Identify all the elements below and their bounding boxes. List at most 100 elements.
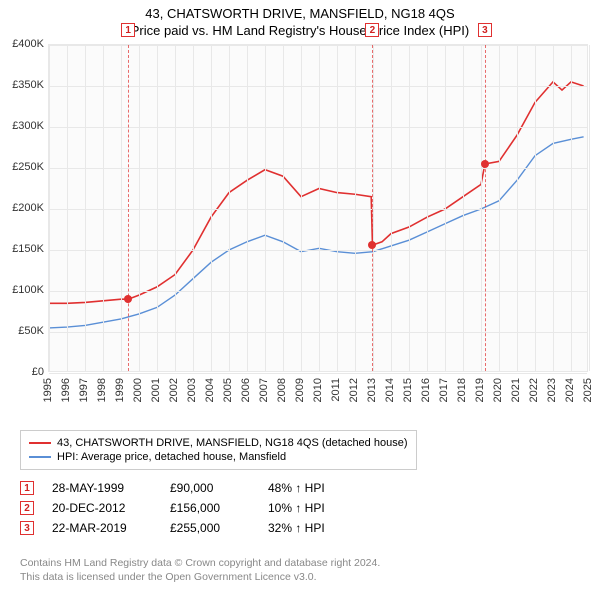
sale-row: 220-DEC-2012£156,00010% ↑ HPI [20, 498, 358, 518]
event-line-1 [128, 45, 129, 371]
x-axis-label: 2011 [330, 378, 342, 402]
footer-line2: This data is licensed under the Open Gov… [20, 570, 380, 584]
x-axis-label: 1999 [114, 378, 126, 402]
y-axis-label: £50K [2, 325, 44, 337]
x-axis-label: 2024 [564, 378, 576, 402]
legend-row-price: 43, CHATSWORTH DRIVE, MANSFIELD, NG18 4Q… [29, 436, 408, 450]
gridline-v [337, 45, 338, 371]
sale-marker: 3 [20, 521, 34, 535]
event-marker-2: 2 [365, 23, 379, 37]
x-axis-label: 2015 [402, 378, 414, 402]
gridline-v [445, 45, 446, 371]
x-axis-label: 2000 [132, 378, 144, 402]
x-axis-label: 2021 [510, 378, 522, 402]
footer-line1: Contains HM Land Registry data © Crown c… [20, 556, 380, 570]
legend-swatch-hpi [29, 456, 51, 458]
sale-pct: 32% ↑ HPI [268, 521, 358, 535]
sale-price: £156,000 [170, 501, 250, 515]
gridline-v [175, 45, 176, 371]
gridline-v [463, 45, 464, 371]
gridline-v [229, 45, 230, 371]
event-dot-2 [368, 241, 376, 249]
sale-row: 322-MAR-2019£255,00032% ↑ HPI [20, 518, 358, 538]
gridline-v [139, 45, 140, 371]
x-axis-label: 2020 [492, 378, 504, 402]
x-axis-label: 1997 [78, 378, 90, 402]
gridline-v [589, 45, 590, 371]
event-line-2 [372, 45, 373, 371]
event-marker-1: 1 [121, 23, 135, 37]
x-axis-label: 2004 [204, 378, 216, 402]
gridline-v [409, 45, 410, 371]
x-axis-label: 2018 [456, 378, 468, 402]
gridline-v [67, 45, 68, 371]
gridline-v [121, 45, 122, 371]
gridline-h [49, 45, 587, 46]
gridline-v [427, 45, 428, 371]
gridline-v [391, 45, 392, 371]
y-axis-label: £150K [2, 243, 44, 255]
gridline-v [49, 45, 50, 371]
y-axis-label: £100K [2, 284, 44, 296]
sale-row: 1 28-MAY-1999 £90,000 48% ↑ HPI [20, 478, 358, 498]
x-axis-label: 2006 [240, 378, 252, 402]
x-axis-label: 1996 [60, 378, 72, 402]
legend-row-hpi: HPI: Average price, detached house, Mans… [29, 450, 408, 464]
chart-svg [49, 45, 587, 371]
event-dot-1 [124, 295, 132, 303]
chart-area: 123 £0£50K£100K£150K£200K£250K£300K£350K… [0, 44, 600, 424]
sale-price: £255,000 [170, 521, 250, 535]
sale-date: 20-DEC-2012 [52, 501, 152, 515]
x-axis-label: 2022 [528, 378, 540, 402]
gridline-v [211, 45, 212, 371]
event-marker-3: 3 [478, 23, 492, 37]
y-axis-label: £250K [2, 161, 44, 173]
chart-title: 43, CHATSWORTH DRIVE, MANSFIELD, NG18 4Q… [0, 0, 600, 21]
legend: 43, CHATSWORTH DRIVE, MANSFIELD, NG18 4Q… [20, 430, 417, 470]
x-axis-label: 2001 [150, 378, 162, 402]
x-axis-label: 2023 [546, 378, 558, 402]
gridline-v [571, 45, 572, 371]
sale-pct: 48% ↑ HPI [268, 481, 358, 495]
gridline-v [517, 45, 518, 371]
x-axis-label: 2012 [348, 378, 360, 402]
x-axis-label: 2010 [312, 378, 324, 402]
x-axis-label: 2009 [294, 378, 306, 402]
event-dot-3 [481, 160, 489, 168]
x-axis-label: 2025 [582, 378, 594, 402]
x-axis-label: 2017 [438, 378, 450, 402]
gridline-v [481, 45, 482, 371]
x-axis-label: 2016 [420, 378, 432, 402]
gridline-v [103, 45, 104, 371]
x-axis-label: 2002 [168, 378, 180, 402]
y-axis-label: £300K [2, 120, 44, 132]
legend-swatch-price [29, 442, 51, 444]
sale-marker: 1 [20, 481, 34, 495]
gridline-v [265, 45, 266, 371]
y-axis-label: £400K [2, 38, 44, 50]
gridline-v [355, 45, 356, 371]
chart-subtitle: Price paid vs. HM Land Registry's House … [0, 21, 600, 38]
gridline-h [49, 86, 587, 87]
event-line-3 [485, 45, 486, 371]
gridline-h [49, 373, 587, 374]
gridline-v [553, 45, 554, 371]
x-axis-label: 2007 [258, 378, 270, 402]
plot-area: 123 [48, 44, 588, 372]
gridline-h [49, 332, 587, 333]
sale-marker: 2 [20, 501, 34, 515]
gridline-v [301, 45, 302, 371]
sale-date: 28-MAY-1999 [52, 481, 152, 495]
y-axis-label: £0 [2, 366, 44, 378]
gridline-v [193, 45, 194, 371]
x-axis-label: 2003 [186, 378, 198, 402]
x-axis-label: 2008 [276, 378, 288, 402]
gridline-h [49, 127, 587, 128]
legend-label-price: 43, CHATSWORTH DRIVE, MANSFIELD, NG18 4Q… [57, 437, 408, 449]
x-axis-label: 2014 [384, 378, 396, 402]
gridline-v [85, 45, 86, 371]
sale-price: £90,000 [170, 481, 250, 495]
gridline-v [157, 45, 158, 371]
sales-table: 1 28-MAY-1999 £90,000 48% ↑ HPI 2 20-DEC-2012… [20, 478, 358, 538]
gridline-h [49, 250, 587, 251]
